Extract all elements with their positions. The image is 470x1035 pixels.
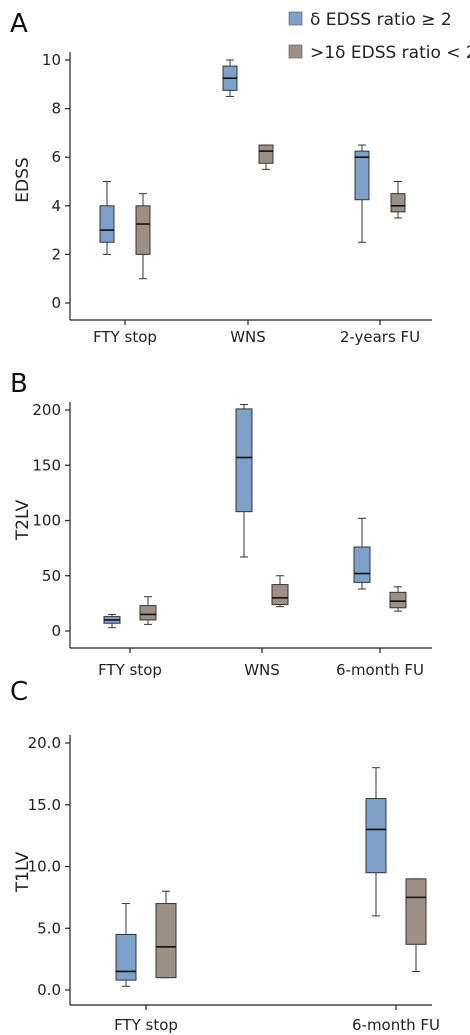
y-tick-label: 0.0 [37,981,61,999]
x-tick-label: 6-month FU [336,661,424,679]
box-gray-a-1 [259,145,273,169]
panel-b-plot: 0 50 100 150 200 FTY stop WNS 6-month FU [32,401,432,679]
y-tick-label: 5.0 [37,919,61,937]
box-blue-c-0 [116,904,136,987]
panel-label-a: A [10,9,28,39]
panel-c-plot: 0.0 5.0 10.0 15.0 20.0 FTY stop 6-month FU [28,734,440,1034]
box-gray-c-1 [406,879,426,972]
box-body [355,151,369,200]
legend-label-gray: >1δ EDSS ratio < 2 [310,43,470,63]
box-gray-a-0 [136,194,150,279]
y-tick-label: 0 [51,294,61,312]
box-body [156,904,176,978]
y-tick-label: 8 [51,100,61,118]
y-tick-label: 50 [42,567,61,585]
box-body [406,879,426,944]
legend-swatch-gray [289,45,302,58]
box-body [236,409,252,512]
box-blue-a-2 [355,145,369,242]
box-blue-a-0 [100,182,114,255]
x-tick-label: 2-years FU [340,328,420,346]
y-axis-label-b: T2LV [13,499,33,541]
y-tick-label: 150 [32,456,61,474]
box-body [354,547,370,582]
box-body [116,934,136,980]
y-tick-label: 2 [51,245,61,263]
box-body [390,592,406,607]
y-tick-label: 15.0 [28,796,61,814]
panel-a-plot: 0 2 4 6 8 10 FTY stop WNS 2-years FU [42,51,432,346]
box-blue-c-1 [366,768,386,916]
box-body [136,206,150,255]
y-tick-label: 6 [51,148,61,166]
y-axis-label-a: EDSS [13,157,33,202]
box-blue-b-1 [236,404,252,556]
y-tick-label: 4 [51,197,61,215]
box-blue-b-2 [354,518,370,589]
y-tick-label: 20.0 [28,734,61,752]
x-tick-label: WNS [230,328,266,346]
box-body [272,585,288,605]
x-tick-label: FTY stop [98,661,162,679]
legend-label-blue: δ EDSS ratio ≥ 2 [310,10,452,30]
panel-label-c: C [10,677,28,707]
box-gray-b-2 [390,587,406,611]
box-gray-b-1 [272,576,288,607]
y-tick-label: 10 [42,51,61,69]
box-body [259,145,273,163]
box-body [391,194,405,212]
y-tick-label: 0 [51,622,61,640]
y-tick-label: 10.0 [28,858,61,876]
box-gray-b-0 [140,597,156,625]
x-tick-label: FTY stop [93,328,157,346]
x-tick-label: WNS [244,661,280,679]
box-body [366,799,386,873]
panel-label-b: B [10,369,28,399]
box-blue-a-1 [223,60,237,96]
x-tick-label: FTY stop [114,1016,178,1034]
box-gray-a-2 [391,182,405,218]
legend-swatch-blue [289,12,302,25]
box-blue-b-0 [104,614,120,627]
y-tick-label: 200 [32,401,61,419]
box-body [100,206,114,242]
legend: δ EDSS ratio ≥ 2 >1δ EDSS ratio < 2 [289,10,470,63]
y-tick-label: 100 [32,512,61,530]
x-tick-label: 6-month FU [352,1016,440,1034]
box-body [140,606,156,620]
box-gray-c-0 [156,891,176,977]
